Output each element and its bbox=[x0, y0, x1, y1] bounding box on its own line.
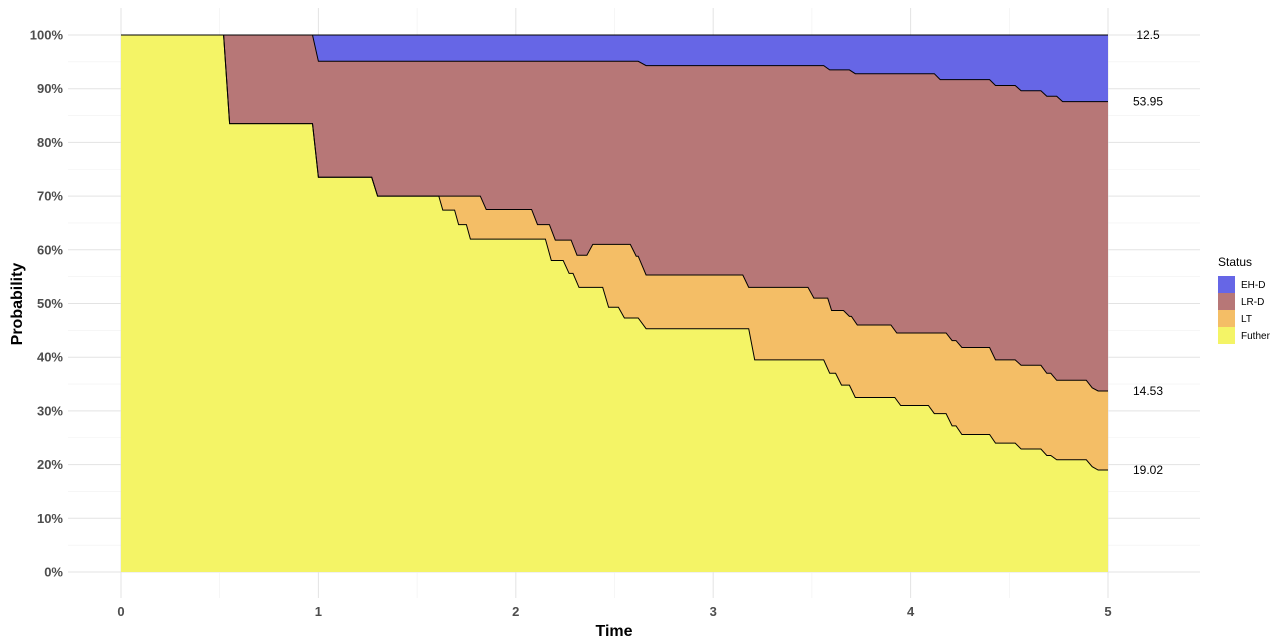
area-lr-d bbox=[121, 35, 1108, 391]
area-lt bbox=[121, 35, 1108, 470]
end-label-lt: 14.53 bbox=[1133, 384, 1163, 398]
y-tick-label: 80% bbox=[37, 135, 63, 150]
area-futher bbox=[121, 35, 1108, 572]
y-tick-label: 20% bbox=[37, 457, 63, 472]
x-tick-label: 2 bbox=[512, 604, 519, 619]
y-tick-label: 40% bbox=[37, 350, 63, 365]
x-tick-label: 4 bbox=[907, 604, 915, 619]
legend-label: Futher bbox=[1241, 331, 1271, 342]
x-axis-title: Time bbox=[595, 623, 632, 640]
y-tick-label: 30% bbox=[37, 403, 63, 418]
x-tick-label: 1 bbox=[315, 604, 322, 619]
legend-key-lt bbox=[1218, 310, 1235, 327]
end-labels: 12.5 53.95 14.53 19.02 bbox=[1133, 28, 1163, 477]
y-tick-label: 70% bbox=[37, 189, 63, 204]
legend-label: LT bbox=[1241, 314, 1252, 325]
end-label-eh-d: 12.5 bbox=[1136, 28, 1160, 42]
plot-outlines bbox=[121, 34, 1108, 471]
y-tick-label: 60% bbox=[37, 242, 63, 257]
legend-key-lr-d bbox=[1218, 293, 1235, 310]
area-eh-d bbox=[121, 35, 1108, 102]
y-axis-title: Probability bbox=[9, 263, 26, 346]
legend: Status EH-D LR-D LT Futher bbox=[1218, 255, 1271, 344]
legend-key-eh-d bbox=[1218, 276, 1235, 293]
plot-areas bbox=[121, 35, 1108, 572]
y-tick-label: 50% bbox=[37, 296, 63, 311]
x-tick-label: 0 bbox=[117, 604, 124, 619]
legend-label: EH-D bbox=[1241, 280, 1265, 291]
x-tick-label: 5 bbox=[1104, 604, 1111, 619]
x-axis-ticks: 0 1 2 3 4 5 bbox=[117, 604, 1111, 619]
futher-top-line bbox=[121, 34, 1108, 471]
y-tick-label: 10% bbox=[37, 511, 63, 526]
end-label-futher: 19.02 bbox=[1133, 463, 1163, 477]
legend-title: Status bbox=[1218, 255, 1252, 269]
lt-top-line bbox=[121, 34, 1108, 392]
legend-key-futher bbox=[1218, 327, 1235, 344]
lr-d-top-line bbox=[121, 34, 1108, 103]
y-axis-ticks: 0% 10% 20% 30% 40% 50% 60% 70% 80% 90% 100% bbox=[30, 28, 64, 580]
y-tick-label: 90% bbox=[37, 81, 63, 96]
x-tick-label: 3 bbox=[710, 604, 717, 619]
y-tick-label: 0% bbox=[44, 565, 63, 580]
y-tick-label: 100% bbox=[30, 28, 64, 43]
legend-label: LR-D bbox=[1241, 297, 1264, 308]
end-label-lr-d: 53.95 bbox=[1133, 95, 1163, 109]
